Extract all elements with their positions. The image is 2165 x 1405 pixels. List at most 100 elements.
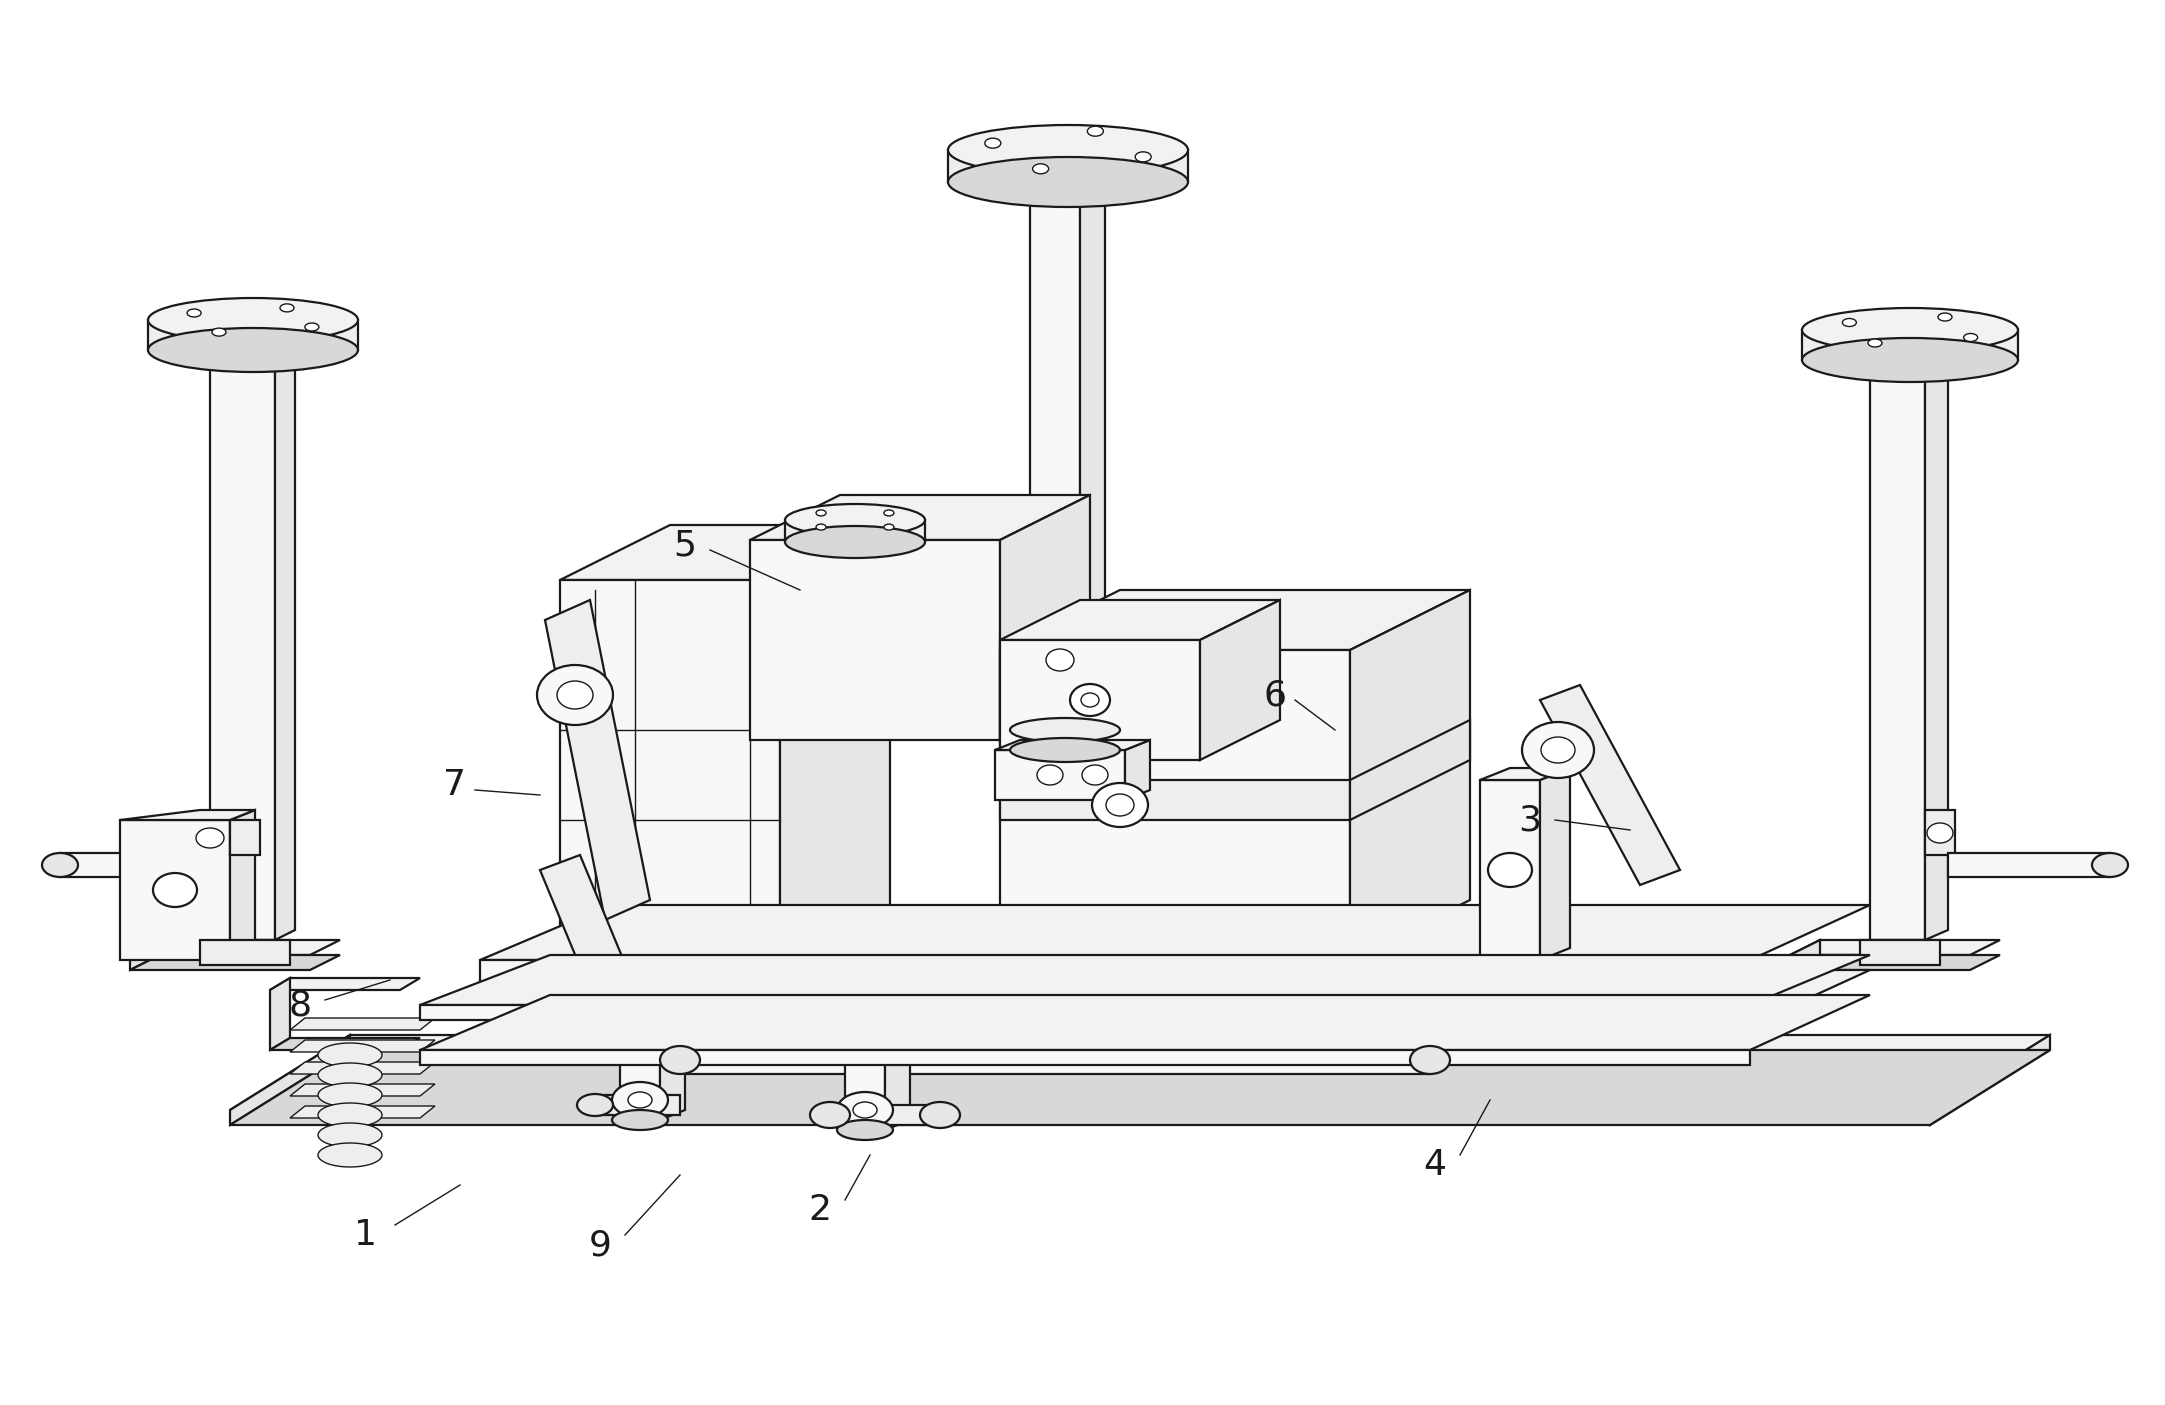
Ellipse shape xyxy=(786,504,924,535)
Ellipse shape xyxy=(1487,853,1533,887)
Ellipse shape xyxy=(147,327,357,372)
Ellipse shape xyxy=(816,510,827,516)
Polygon shape xyxy=(1000,641,1199,760)
Ellipse shape xyxy=(838,1092,892,1128)
Text: 7: 7 xyxy=(444,769,465,802)
Polygon shape xyxy=(1925,811,1955,856)
Polygon shape xyxy=(996,740,1150,750)
Polygon shape xyxy=(1199,600,1280,760)
Polygon shape xyxy=(229,1035,2050,1110)
Ellipse shape xyxy=(578,1094,613,1116)
Ellipse shape xyxy=(1082,764,1108,785)
Polygon shape xyxy=(290,1040,435,1052)
Polygon shape xyxy=(749,540,1000,740)
Polygon shape xyxy=(191,815,229,860)
Polygon shape xyxy=(1929,1035,2050,1125)
Ellipse shape xyxy=(305,323,318,332)
Ellipse shape xyxy=(985,138,1000,148)
Ellipse shape xyxy=(1037,764,1063,785)
Polygon shape xyxy=(271,978,420,991)
Ellipse shape xyxy=(186,309,201,318)
Polygon shape xyxy=(275,340,294,940)
Ellipse shape xyxy=(786,525,924,558)
Ellipse shape xyxy=(660,1045,699,1073)
Ellipse shape xyxy=(853,1102,877,1118)
Polygon shape xyxy=(844,981,885,1130)
Polygon shape xyxy=(290,1106,435,1118)
Polygon shape xyxy=(119,811,255,821)
Ellipse shape xyxy=(1842,319,1855,326)
Polygon shape xyxy=(595,1094,680,1116)
Polygon shape xyxy=(420,995,1871,1050)
Polygon shape xyxy=(1011,731,1119,750)
Ellipse shape xyxy=(816,524,827,530)
Ellipse shape xyxy=(1070,684,1111,717)
Polygon shape xyxy=(290,1085,435,1096)
Polygon shape xyxy=(1000,590,1470,651)
Ellipse shape xyxy=(613,1110,669,1130)
Ellipse shape xyxy=(1011,718,1119,742)
Ellipse shape xyxy=(318,1144,381,1168)
Polygon shape xyxy=(1860,940,1940,965)
Ellipse shape xyxy=(556,681,593,710)
Polygon shape xyxy=(1351,719,1470,821)
Ellipse shape xyxy=(1106,794,1134,816)
Text: 5: 5 xyxy=(673,528,697,562)
Polygon shape xyxy=(271,978,290,1050)
Ellipse shape xyxy=(920,1102,959,1128)
Polygon shape xyxy=(1000,495,1089,740)
Polygon shape xyxy=(829,1104,940,1125)
Ellipse shape xyxy=(613,1082,669,1118)
Polygon shape xyxy=(1801,330,2018,360)
Polygon shape xyxy=(229,1035,351,1125)
Ellipse shape xyxy=(1801,339,2018,382)
Polygon shape xyxy=(1080,171,1104,731)
Polygon shape xyxy=(420,1050,1749,1065)
Polygon shape xyxy=(749,495,1089,540)
Polygon shape xyxy=(1031,180,1080,731)
Polygon shape xyxy=(229,821,260,856)
Polygon shape xyxy=(1925,350,1948,940)
Ellipse shape xyxy=(1964,333,1977,341)
Polygon shape xyxy=(1481,780,1539,960)
Ellipse shape xyxy=(1541,738,1574,763)
Ellipse shape xyxy=(1080,693,1100,707)
Text: 3: 3 xyxy=(1518,804,1541,837)
Text: 8: 8 xyxy=(288,988,312,1021)
Polygon shape xyxy=(420,1005,1749,1020)
Polygon shape xyxy=(561,525,890,580)
Ellipse shape xyxy=(1046,649,1074,672)
Ellipse shape xyxy=(318,1083,381,1107)
Polygon shape xyxy=(1790,955,2000,969)
Polygon shape xyxy=(271,1038,420,1050)
Ellipse shape xyxy=(628,1092,652,1109)
Ellipse shape xyxy=(318,1064,381,1087)
Ellipse shape xyxy=(1087,126,1104,136)
Ellipse shape xyxy=(1033,164,1048,174)
Ellipse shape xyxy=(1868,339,1881,347)
Ellipse shape xyxy=(1522,722,1593,778)
Ellipse shape xyxy=(948,125,1189,176)
Polygon shape xyxy=(130,940,160,969)
Polygon shape xyxy=(229,1050,2050,1125)
Ellipse shape xyxy=(318,1043,381,1066)
Ellipse shape xyxy=(838,1120,892,1139)
Ellipse shape xyxy=(41,853,78,877)
Polygon shape xyxy=(1126,740,1150,799)
Polygon shape xyxy=(199,940,290,965)
Text: 4: 4 xyxy=(1425,1148,1446,1182)
Polygon shape xyxy=(1000,600,1280,641)
Polygon shape xyxy=(147,320,357,350)
Ellipse shape xyxy=(883,524,894,530)
Ellipse shape xyxy=(1091,783,1147,828)
Polygon shape xyxy=(119,821,229,960)
Polygon shape xyxy=(885,969,909,1130)
Polygon shape xyxy=(210,350,275,940)
Polygon shape xyxy=(619,981,660,1120)
Text: 6: 6 xyxy=(1264,679,1286,712)
Polygon shape xyxy=(1000,651,1351,960)
Polygon shape xyxy=(481,905,1871,960)
Ellipse shape xyxy=(318,1123,381,1146)
Polygon shape xyxy=(948,150,1189,183)
Polygon shape xyxy=(546,600,650,920)
